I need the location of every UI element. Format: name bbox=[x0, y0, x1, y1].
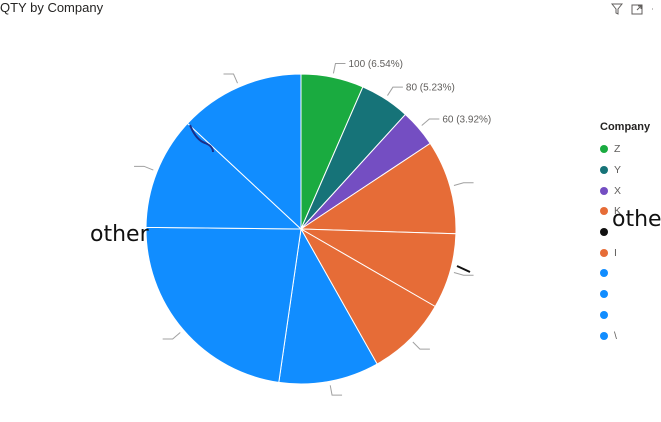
legend-marker bbox=[600, 331, 608, 340]
legend-marker bbox=[600, 248, 608, 257]
legend-item[interactable] bbox=[600, 263, 650, 284]
legend-marker bbox=[600, 186, 608, 195]
legend-marker bbox=[600, 290, 608, 299]
legend: Company Z Y X K I \ bbox=[600, 121, 650, 346]
legend-item[interactable] bbox=[600, 305, 650, 326]
more-options-icon[interactable] bbox=[651, 3, 657, 15]
legend-item[interactable]: I bbox=[600, 242, 650, 263]
legend-label: X bbox=[614, 184, 622, 197]
pie-slice[interactable] bbox=[145, 226, 302, 383]
legend-item[interactable]: Y bbox=[600, 160, 650, 181]
leader-line bbox=[453, 182, 474, 186]
leader-line bbox=[223, 73, 238, 84]
leader-line bbox=[329, 385, 343, 396]
legend-label: K bbox=[614, 205, 622, 218]
leader-line bbox=[387, 86, 403, 96]
leader-line bbox=[162, 332, 181, 340]
legend-title: Company bbox=[600, 121, 651, 133]
data-label: 80 (5.23%) bbox=[406, 83, 455, 94]
legend-marker bbox=[600, 207, 608, 216]
pie-slice[interactable] bbox=[278, 227, 378, 385]
pie-slice[interactable] bbox=[145, 122, 303, 230]
legend-item[interactable] bbox=[600, 284, 650, 305]
legend-label: Z bbox=[614, 143, 621, 156]
visual-header bbox=[611, 3, 657, 15]
filter-icon[interactable] bbox=[611, 3, 623, 15]
legend-label: Y bbox=[614, 164, 622, 177]
focus-mode-icon[interactable] bbox=[631, 3, 643, 15]
legend-item[interactable]: \ bbox=[600, 325, 650, 346]
leader-line bbox=[412, 341, 430, 350]
leader-line bbox=[453, 272, 474, 276]
pie-slice[interactable] bbox=[186, 73, 302, 231]
data-label: 60 (3.92%) bbox=[442, 115, 491, 126]
chart-title: QTY by Company bbox=[0, 0, 104, 15]
legend-marker bbox=[600, 145, 608, 154]
legend-label: I bbox=[614, 246, 617, 259]
leader-line bbox=[134, 165, 154, 171]
legend-marker bbox=[600, 310, 608, 319]
annotation-other-left: other bbox=[90, 222, 149, 247]
legend-marker bbox=[600, 166, 608, 175]
legend-marker bbox=[600, 269, 608, 278]
legend-marker bbox=[600, 228, 608, 237]
leader-line bbox=[421, 118, 440, 126]
data-label: 100 (6.54%) bbox=[348, 59, 402, 70]
legend-item[interactable]: X bbox=[600, 180, 650, 201]
annotation-other-right: other bbox=[612, 207, 661, 232]
legend-item[interactable] bbox=[600, 222, 650, 243]
legend-label: \ bbox=[614, 329, 617, 342]
legend-item[interactable]: Z bbox=[600, 139, 650, 160]
leader-line bbox=[332, 63, 346, 74]
pie-slice[interactable] bbox=[299, 142, 457, 235]
legend-item[interactable]: K bbox=[600, 201, 650, 222]
